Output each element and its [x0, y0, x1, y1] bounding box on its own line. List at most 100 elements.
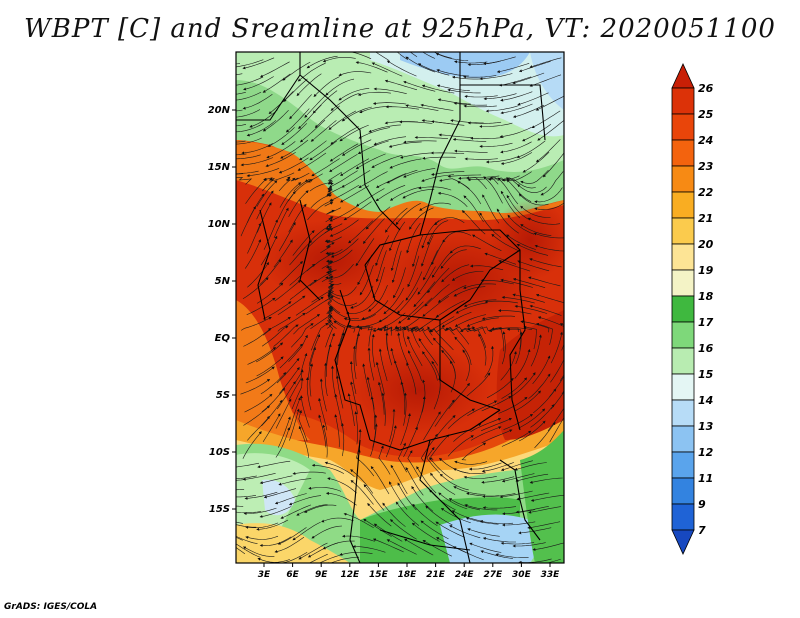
streamline	[522, 151, 550, 173]
colorbar-label: 16	[698, 342, 714, 355]
colorbar-box	[671, 243, 695, 271]
streamline	[371, 154, 403, 168]
streamline	[466, 372, 491, 397]
border-line	[334, 289, 371, 441]
streamline	[313, 76, 340, 97]
streamline	[333, 320, 346, 347]
border-line	[419, 229, 521, 290]
streamline	[295, 296, 324, 316]
streamline	[278, 157, 309, 174]
streamline	[516, 140, 546, 159]
streamline	[453, 546, 484, 561]
streamline	[527, 521, 561, 530]
west-orange-zone	[236, 300, 310, 440]
streamline	[390, 519, 417, 540]
streamline	[409, 52, 418, 57]
streamline	[256, 519, 289, 531]
streamline	[291, 377, 304, 410]
streamline	[549, 375, 564, 397]
streamline	[362, 218, 385, 244]
streamline	[422, 351, 438, 381]
border-line	[257, 209, 271, 321]
border-line	[299, 199, 321, 301]
streamline	[411, 485, 434, 512]
streamline	[341, 422, 345, 457]
streamline	[395, 203, 421, 226]
streamline	[327, 292, 341, 314]
streamline	[463, 104, 497, 108]
streamline	[447, 435, 474, 457]
streamline	[491, 233, 520, 252]
streamline	[326, 556, 360, 563]
streamline	[308, 334, 321, 366]
streamline	[285, 108, 310, 133]
streamline	[390, 238, 402, 272]
streamline	[306, 55, 338, 69]
streamline	[325, 223, 343, 231]
streamline	[236, 462, 260, 468]
streamline	[418, 186, 452, 191]
streamline	[366, 376, 375, 410]
streamline	[517, 260, 550, 272]
streamline	[273, 239, 293, 268]
lat-label: 10S	[209, 447, 230, 458]
streamline	[375, 250, 387, 283]
streamline	[496, 63, 530, 73]
streamline	[236, 524, 257, 528]
streamline	[289, 408, 300, 441]
streamline	[236, 91, 262, 101]
streamline	[256, 190, 274, 220]
streamline	[433, 376, 442, 410]
border-line	[349, 439, 361, 563]
streamline	[375, 185, 406, 202]
streamline	[325, 491, 357, 506]
streamline	[403, 80, 436, 92]
streamline	[478, 333, 487, 366]
streamline	[420, 103, 454, 111]
streamline	[240, 378, 271, 395]
streamline	[532, 355, 551, 384]
streamline	[292, 521, 321, 541]
streamline	[529, 57, 562, 68]
streamline	[485, 156, 519, 164]
streamline	[288, 179, 314, 202]
colorbar-label: 21	[698, 212, 713, 225]
streamline	[280, 139, 309, 159]
streamline	[236, 154, 261, 160]
streamline	[354, 411, 358, 445]
streamline	[307, 199, 334, 221]
streamline	[400, 152, 434, 159]
streamline	[244, 491, 278, 500]
colorbar-label: 14	[698, 394, 713, 407]
streamline	[550, 391, 564, 410]
streamline	[339, 552, 373, 556]
hot-core-west	[260, 220, 400, 300]
streamline	[236, 173, 244, 175]
streamline	[348, 220, 374, 244]
streamline	[501, 331, 506, 365]
southeast-blue-patch	[440, 514, 538, 563]
streamline	[414, 135, 449, 139]
streamline	[273, 324, 299, 347]
streamline	[338, 52, 372, 60]
streamline	[255, 342, 284, 363]
streamline	[375, 52, 390, 61]
streamline	[516, 243, 549, 256]
streamline	[457, 181, 482, 205]
streamline	[277, 527, 307, 545]
streamline	[236, 109, 243, 112]
streamline	[338, 71, 372, 77]
streamline	[242, 431, 262, 459]
streamline	[518, 420, 546, 442]
streamline	[394, 360, 405, 393]
streamline	[289, 94, 312, 120]
streamline	[359, 264, 374, 296]
streamline	[464, 504, 498, 511]
streamline	[299, 395, 310, 428]
streamline	[512, 293, 545, 303]
streamline	[386, 169, 418, 184]
streamline	[278, 478, 312, 486]
streamline	[236, 505, 244, 507]
streamline	[342, 534, 375, 542]
streamline	[413, 281, 436, 308]
